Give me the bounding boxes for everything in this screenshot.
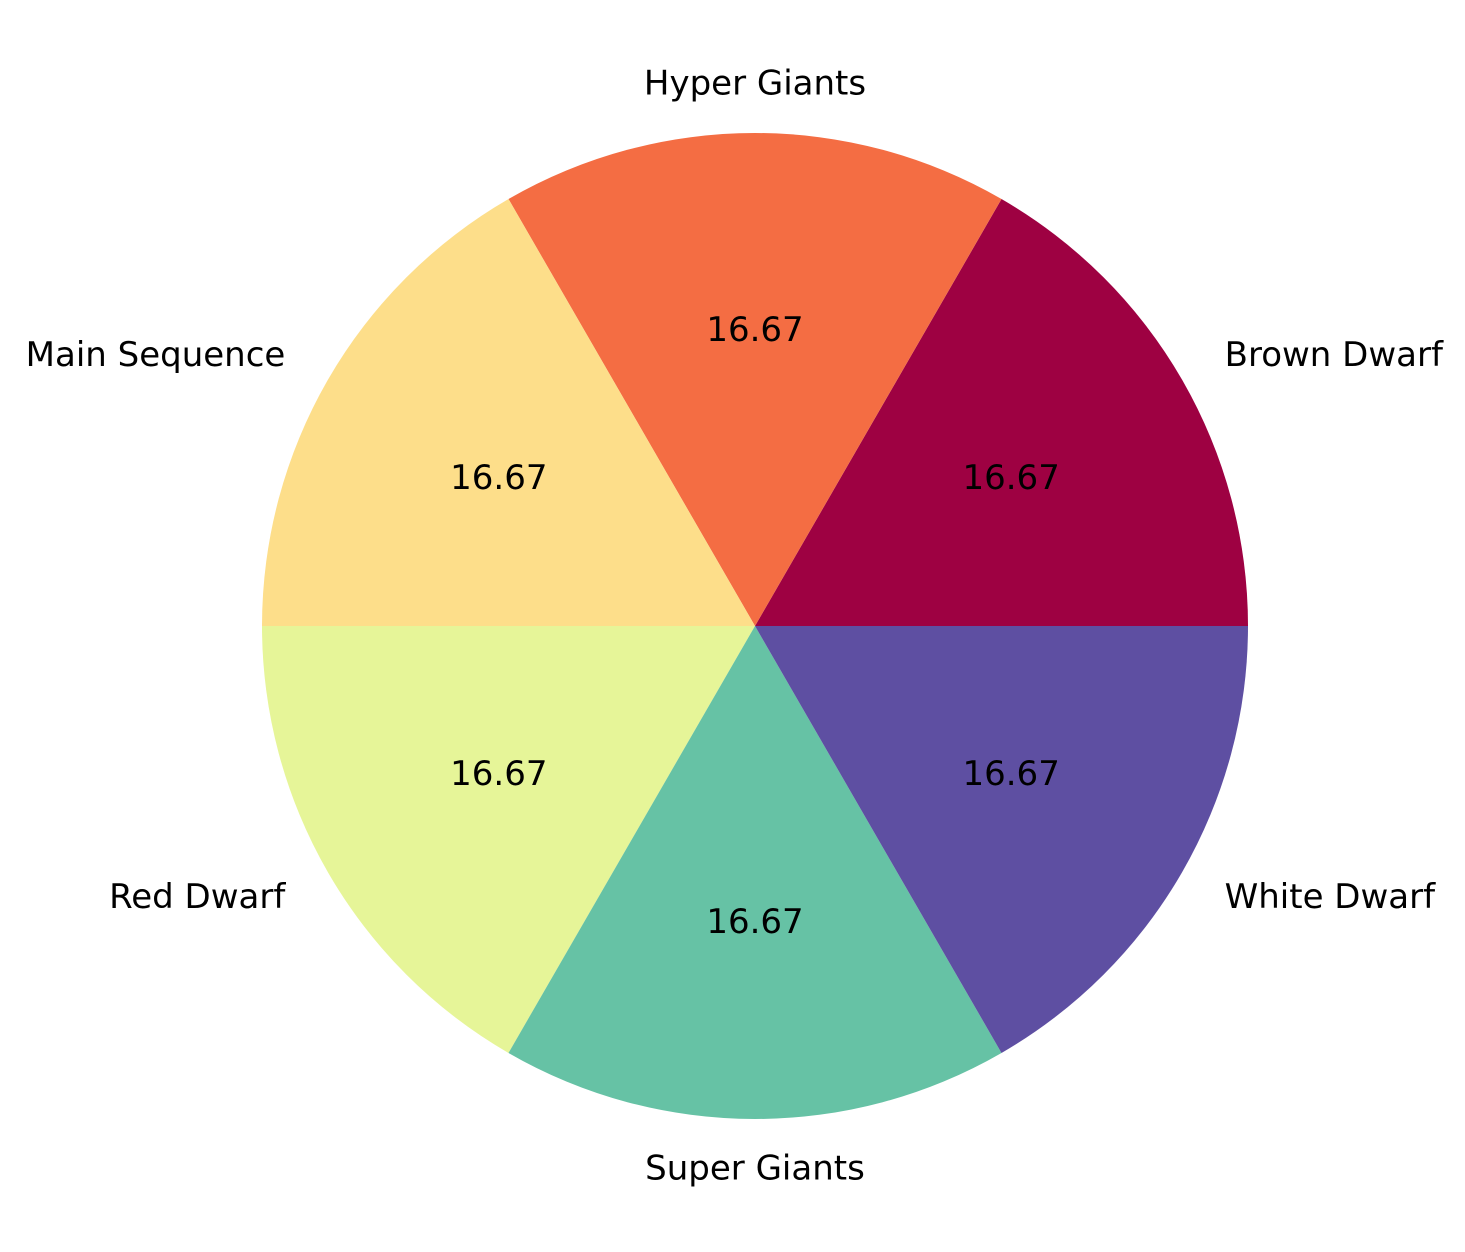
pie-slice-main-sequence <box>262 199 755 626</box>
pie-slice-hyper-giants <box>508 133 1002 627</box>
slice-label-super-giants: Super Giants <box>645 1148 865 1188</box>
slice-label-red-dwarf: Red Dwarf <box>109 877 286 917</box>
pie-slice-brown-dwarf <box>755 199 1248 626</box>
value-label-red-dwarf: 16.67 <box>450 754 547 794</box>
pie-labels: Brown Dwarf 16.67 Hyper Giants 16.67 Main Se… <box>26 64 1444 1189</box>
slice-label-brown-dwarf: Brown Dwarf <box>1225 335 1444 375</box>
value-label-main-sequence: 16.67 <box>450 458 547 498</box>
value-label-hyper-giants: 16.67 <box>706 310 803 350</box>
pie-slice-super-giants <box>508 626 1002 1119</box>
pie-slice-red-dwarf <box>262 626 755 1053</box>
value-label-super-giants: 16.67 <box>706 902 803 942</box>
pie-slice-white-dwarf <box>755 626 1248 1053</box>
slice-label-main-sequence: Main Sequence <box>26 335 286 375</box>
pie-slices <box>262 133 1248 1119</box>
value-label-white-dwarf: 16.67 <box>962 754 1059 794</box>
slice-label-hyper-giants: Hyper Giants <box>644 64 866 104</box>
value-label-brown-dwarf: 16.67 <box>962 458 1059 498</box>
slice-label-white-dwarf: White Dwarf <box>1225 877 1436 917</box>
